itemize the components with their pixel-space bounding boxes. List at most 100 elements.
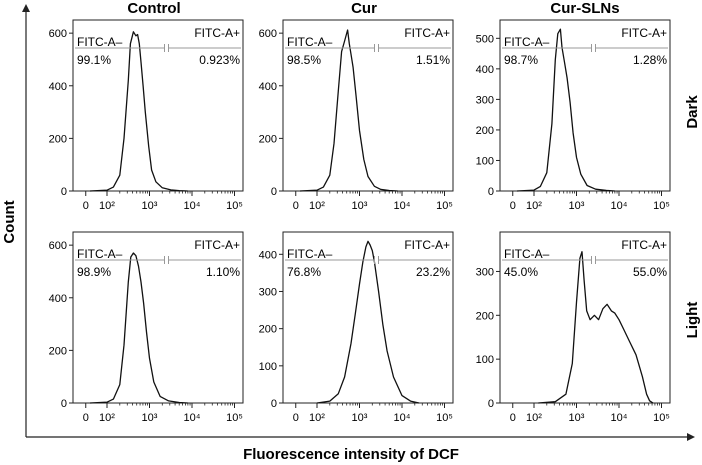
panel-frame	[72, 231, 244, 404]
y-tick-label: 200	[259, 324, 277, 336]
x-tick-label: 10³	[569, 200, 585, 212]
gate-positive-label: FITC-A+	[194, 238, 240, 252]
x-tick-label: 10⁴	[184, 200, 201, 212]
outer-x-arrowhead	[687, 433, 695, 441]
x-tick-label: 10⁴	[611, 200, 628, 212]
x-tick-label: 10²	[99, 200, 115, 212]
gate-negative-percent: 98.7%	[504, 53, 538, 67]
y-tick-label: 600	[49, 240, 67, 252]
panel-light-cur-slns: 0 100 200 300 0 10² 10³ 10⁴ 10⁵ FITC-A– 45.0% FITC-…	[476, 231, 671, 424]
y-tick-label: 100	[259, 361, 277, 373]
y-tick-label: 300	[259, 286, 277, 298]
y-tick-label: 100	[476, 155, 494, 167]
panel-frame	[499, 231, 671, 404]
gate-negative-label: FITC-A–	[77, 247, 123, 261]
gate-positive-label: FITC-A+	[194, 26, 240, 40]
x-axis-title: Fluorescence intensity of DCF	[243, 446, 459, 463]
histogram-curve	[316, 240, 420, 404]
y-tick-label: 200	[476, 310, 494, 322]
y-tick-label: 200	[259, 133, 277, 145]
y-tick-label: 0	[488, 398, 494, 410]
x-tick-label: 10⁴	[394, 200, 411, 212]
x-tick-label: 10³	[352, 412, 368, 424]
x-tick-label: 0	[510, 200, 516, 212]
histogram-panels: 0 200 400 600 0 10² 10³ 10⁴ 10⁵ FITC-A– 99.1% FITC-…	[49, 19, 671, 424]
gate-positive-label: FITC-A+	[404, 238, 450, 252]
histogram-curve	[516, 28, 615, 192]
y-tick-label: 300	[476, 94, 494, 106]
gate-negative-label: FITC-A–	[77, 35, 123, 49]
x-tick-label: 0	[293, 200, 299, 212]
y-tick-label: 100	[476, 354, 494, 366]
x-tick-label: 10⁴	[394, 412, 411, 424]
panel-frame	[282, 19, 454, 192]
gate-positive-label: FITC-A+	[621, 238, 667, 252]
gate-negative-label: FITC-A–	[287, 35, 333, 49]
histogram-curve	[89, 31, 188, 192]
gate-positive-label: FITC-A+	[404, 26, 450, 40]
y-tick-label: 200	[476, 125, 494, 137]
y-tick-label: 600	[259, 28, 277, 40]
x-tick-label: 10²	[99, 412, 115, 424]
gate-positive-percent: 0.923%	[199, 53, 240, 67]
gate-negative-percent: 98.9%	[77, 265, 111, 279]
x-tick-label: 10³	[142, 412, 158, 424]
y-tick-label: 0	[61, 398, 67, 410]
panel-frame	[282, 231, 454, 404]
x-tick-label: 10⁴	[184, 412, 201, 424]
gate-positive-label: FITC-A+	[621, 26, 667, 40]
y-tick-label: 300	[476, 266, 494, 278]
x-tick-label: 10³	[569, 412, 585, 424]
x-tick-label: 0	[510, 412, 516, 424]
x-tick-label: 10²	[526, 200, 542, 212]
gate-positive-percent: 23.2%	[416, 265, 450, 279]
gate-negative-percent: 98.5%	[287, 53, 321, 67]
y-tick-label: 0	[271, 398, 277, 410]
y-tick-label: 500	[476, 33, 494, 45]
x-tick-label: 10⁵	[226, 200, 243, 212]
gate-negative-percent: 99.1%	[77, 53, 111, 67]
y-tick-label: 600	[49, 28, 67, 40]
histogram-curve	[299, 29, 398, 192]
x-tick-label: 10²	[309, 412, 325, 424]
x-tick-label: 10⁵	[226, 412, 243, 424]
gate-positive-percent: 1.51%	[416, 53, 450, 67]
gate-negative-percent: 45.0%	[504, 265, 538, 279]
x-tick-label: 10⁵	[436, 200, 453, 212]
histogram-curve	[89, 252, 188, 404]
y-tick-label: 0	[61, 186, 67, 198]
row-label-dark: Dark	[684, 95, 701, 129]
y-tick-label: 0	[488, 186, 494, 198]
column-title-cur: Cur	[351, 0, 377, 17]
y-tick-label: 400	[49, 81, 67, 93]
y-tick-label: 400	[259, 81, 277, 93]
y-tick-label: 400	[259, 249, 277, 261]
panel-light-cur: 0 100 200 300 400 0 10² 10³ 10⁴ 10⁵ FITC-A– 76.8% FI…	[259, 231, 454, 424]
panel-dark-cur-slns: 0 100 200 300 400 500 0 10² 10³ 10⁴ 10⁵ FITC-A– 98.7…	[476, 19, 671, 212]
x-tick-label: 10⁴	[611, 412, 628, 424]
x-tick-label: 0	[83, 412, 89, 424]
panel-dark-cur: 0 200 400 600 0 10² 10³ 10⁴ 10⁵ FITC-A– 98.5% FITC-…	[259, 19, 454, 212]
y-tick-label: 400	[476, 64, 494, 76]
x-tick-label: 10⁵	[653, 200, 670, 212]
x-tick-label: 10⁵	[436, 412, 453, 424]
outer-y-arrowhead	[22, 4, 30, 12]
panel-frame	[72, 19, 244, 192]
y-tick-label: 200	[49, 345, 67, 357]
gate-positive-percent: 1.10%	[206, 265, 240, 279]
column-title-control: Control	[127, 0, 180, 17]
x-tick-label: 10²	[309, 200, 325, 212]
row-label-light: Light	[684, 302, 701, 339]
panel-frame	[499, 19, 671, 192]
gate-negative-percent: 76.8%	[287, 265, 321, 279]
x-tick-label: 0	[83, 200, 89, 212]
histogram-curve	[538, 251, 654, 404]
x-tick-label: 10³	[352, 200, 368, 212]
x-tick-label: 10²	[526, 412, 542, 424]
gate-negative-label: FITC-A–	[287, 247, 333, 261]
y-tick-label: 200	[49, 133, 67, 145]
gate-positive-percent: 55.0%	[633, 265, 667, 279]
y-tick-label: 0	[271, 186, 277, 198]
y-axis-title: Count	[1, 200, 18, 243]
